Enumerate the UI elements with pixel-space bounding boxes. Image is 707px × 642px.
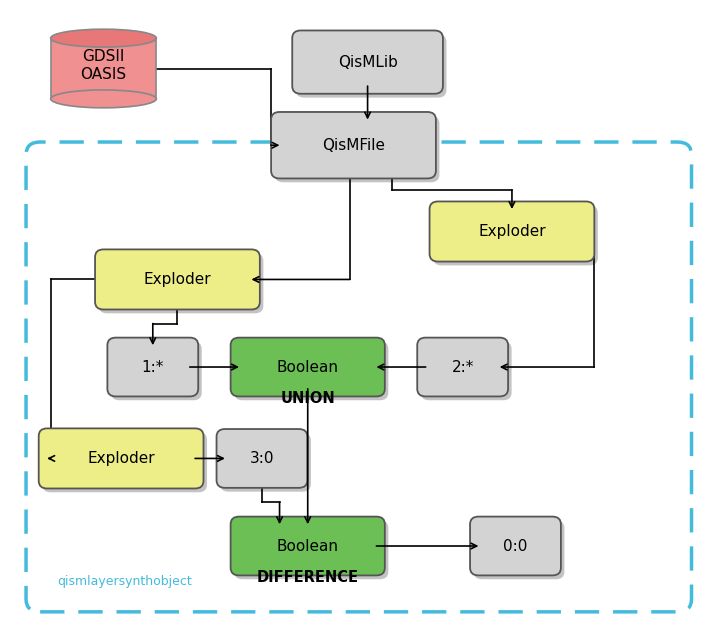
- FancyBboxPatch shape: [39, 428, 204, 489]
- FancyBboxPatch shape: [296, 34, 446, 98]
- FancyBboxPatch shape: [230, 517, 385, 575]
- FancyBboxPatch shape: [417, 338, 508, 396]
- FancyBboxPatch shape: [230, 338, 385, 396]
- Text: DIFFERENCE: DIFFERENCE: [257, 570, 358, 586]
- FancyBboxPatch shape: [216, 429, 308, 488]
- FancyBboxPatch shape: [107, 338, 198, 396]
- FancyBboxPatch shape: [292, 30, 443, 94]
- Text: QisMLib: QisMLib: [338, 55, 397, 69]
- FancyBboxPatch shape: [474, 521, 564, 579]
- FancyBboxPatch shape: [111, 342, 201, 400]
- Text: Boolean: Boolean: [276, 360, 339, 374]
- Polygon shape: [51, 38, 156, 99]
- FancyBboxPatch shape: [470, 517, 561, 575]
- Text: Boolean: Boolean: [276, 539, 339, 553]
- FancyBboxPatch shape: [95, 249, 260, 309]
- FancyBboxPatch shape: [421, 342, 512, 400]
- FancyBboxPatch shape: [430, 202, 595, 261]
- Text: qismlayersynthobject: qismlayersynthobject: [58, 575, 192, 587]
- Ellipse shape: [51, 29, 156, 47]
- Text: Exploder: Exploder: [478, 224, 546, 239]
- FancyBboxPatch shape: [274, 116, 440, 182]
- FancyBboxPatch shape: [98, 253, 264, 313]
- Text: 1:*: 1:*: [141, 360, 164, 374]
- Text: 0:0: 0:0: [503, 539, 527, 553]
- Text: 2:*: 2:*: [452, 360, 474, 374]
- Text: QisMFile: QisMFile: [322, 138, 385, 153]
- Text: Exploder: Exploder: [87, 451, 155, 466]
- FancyBboxPatch shape: [271, 112, 436, 178]
- Text: UNION: UNION: [281, 392, 335, 406]
- FancyBboxPatch shape: [433, 205, 598, 265]
- FancyBboxPatch shape: [42, 432, 207, 492]
- Text: 3:0: 3:0: [250, 451, 274, 466]
- Text: Exploder: Exploder: [144, 272, 211, 287]
- FancyBboxPatch shape: [234, 521, 388, 579]
- FancyBboxPatch shape: [220, 433, 311, 492]
- Text: GDSII
OASIS: GDSII OASIS: [81, 49, 127, 82]
- Ellipse shape: [51, 90, 156, 108]
- FancyBboxPatch shape: [234, 342, 388, 400]
